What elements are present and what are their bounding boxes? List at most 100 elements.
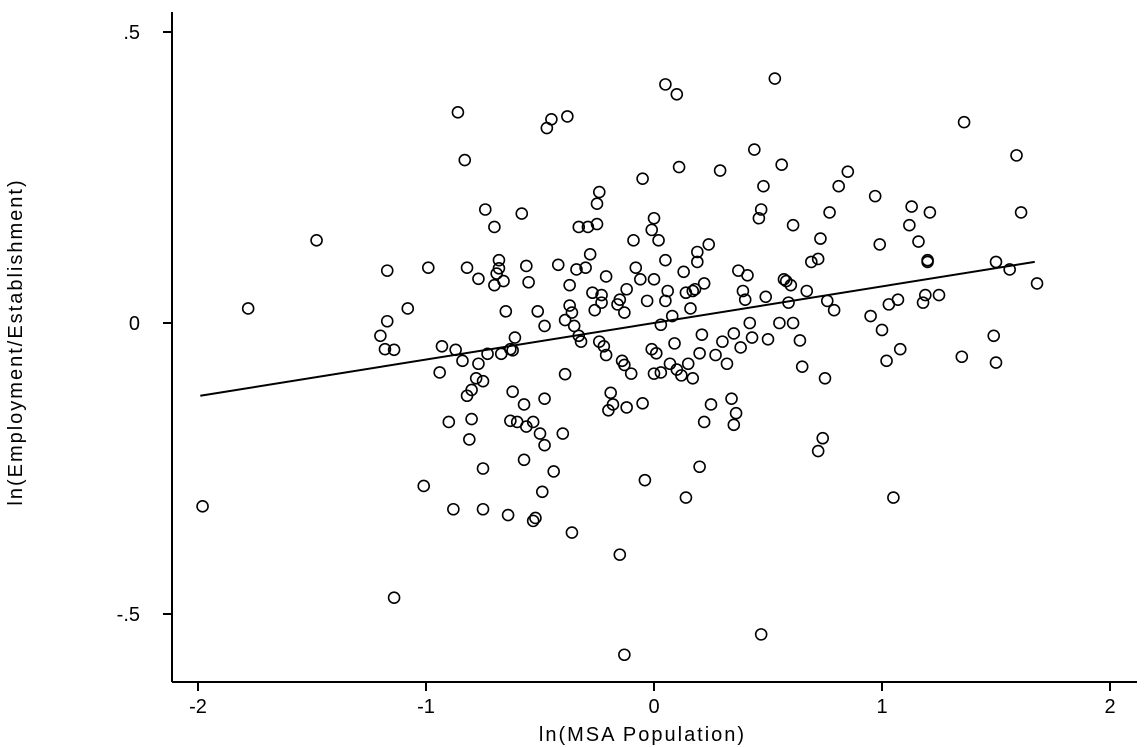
data-point <box>558 367 572 381</box>
data-point <box>709 348 722 362</box>
data-point <box>1010 149 1023 162</box>
data-point <box>691 245 704 259</box>
data-point <box>638 473 652 487</box>
data-point <box>916 296 930 309</box>
data-point <box>734 341 747 354</box>
data-point <box>921 255 934 269</box>
data-point <box>476 502 490 516</box>
x-tick-label: -1 <box>417 696 435 718</box>
data-point <box>677 265 690 279</box>
fitted-regression-line <box>200 260 1035 397</box>
data-point <box>618 358 631 372</box>
data-point <box>697 277 711 290</box>
data-point <box>716 335 729 348</box>
data-point <box>729 406 743 420</box>
data-point <box>957 115 971 129</box>
data-point <box>595 296 608 309</box>
data-point <box>508 331 522 344</box>
data-point <box>567 319 581 333</box>
data-point <box>832 179 845 193</box>
data-point <box>741 268 754 282</box>
data-point <box>811 252 825 266</box>
data-point <box>868 189 882 203</box>
data-point <box>624 367 638 380</box>
data-point <box>529 511 542 525</box>
data-point <box>814 232 827 245</box>
data-point <box>713 164 727 177</box>
data-point <box>955 350 969 364</box>
data-point <box>786 218 800 232</box>
data-point <box>661 284 674 298</box>
data-point <box>581 220 595 234</box>
data-point <box>620 282 633 296</box>
data-point <box>903 218 916 232</box>
data-point <box>538 438 551 452</box>
data-point <box>811 444 825 458</box>
data-point <box>599 348 613 362</box>
data-point <box>547 465 560 478</box>
data-point <box>688 282 702 296</box>
data-point <box>590 217 604 231</box>
data-point <box>387 343 401 357</box>
data-point <box>704 398 718 411</box>
data-point <box>583 248 597 261</box>
data-point <box>592 185 606 199</box>
data-point <box>618 306 631 319</box>
data-point <box>923 206 937 219</box>
data-point <box>604 386 617 400</box>
data-point <box>905 200 918 213</box>
data-point <box>759 290 773 304</box>
data-point <box>768 72 782 85</box>
data-point <box>989 356 1003 369</box>
data-point <box>654 318 668 332</box>
data-point <box>545 113 558 126</box>
x-axis-title: ln(MSA Population) <box>539 724 746 746</box>
data-point <box>476 462 490 475</box>
data-point <box>793 334 807 347</box>
data-point <box>725 392 738 405</box>
data-point <box>574 335 588 348</box>
data-point <box>805 255 818 269</box>
data-point <box>463 433 476 446</box>
data-point <box>417 479 431 493</box>
data-point <box>492 253 506 267</box>
data-point <box>497 274 510 288</box>
data-point <box>517 453 531 467</box>
data-point <box>686 371 700 385</box>
data-point <box>558 313 572 327</box>
data-point <box>873 238 887 251</box>
data-point <box>526 415 540 429</box>
data-point <box>579 261 592 275</box>
y-axis-ticks: -.5 0 .5 <box>117 22 172 626</box>
data-point <box>684 302 697 315</box>
data-point <box>743 316 757 330</box>
data-point <box>613 548 627 561</box>
data-point <box>387 591 401 605</box>
data-point <box>241 302 255 315</box>
data-point <box>727 327 741 340</box>
data-point <box>672 160 686 174</box>
data-point <box>526 514 540 528</box>
data-point <box>816 431 830 445</box>
data-point <box>752 211 766 225</box>
data-point <box>613 293 627 307</box>
data-point <box>654 366 668 379</box>
data-point <box>501 508 515 522</box>
data-point <box>488 220 501 234</box>
data-point <box>533 427 547 440</box>
data-point <box>634 273 647 286</box>
x-tick-label: 0 <box>648 696 659 718</box>
data-point <box>880 354 893 368</box>
data-point <box>538 392 551 405</box>
data-point <box>761 332 775 346</box>
data-point <box>551 258 565 272</box>
data-point <box>597 339 611 353</box>
data-point <box>795 360 809 373</box>
data-point <box>675 369 688 382</box>
data-point <box>504 414 517 428</box>
data-point <box>520 259 533 273</box>
y-tick-label: -.5 <box>117 604 140 626</box>
data-point <box>681 357 695 371</box>
y-axis-title: ln(Employment/Establishment) <box>5 178 27 505</box>
